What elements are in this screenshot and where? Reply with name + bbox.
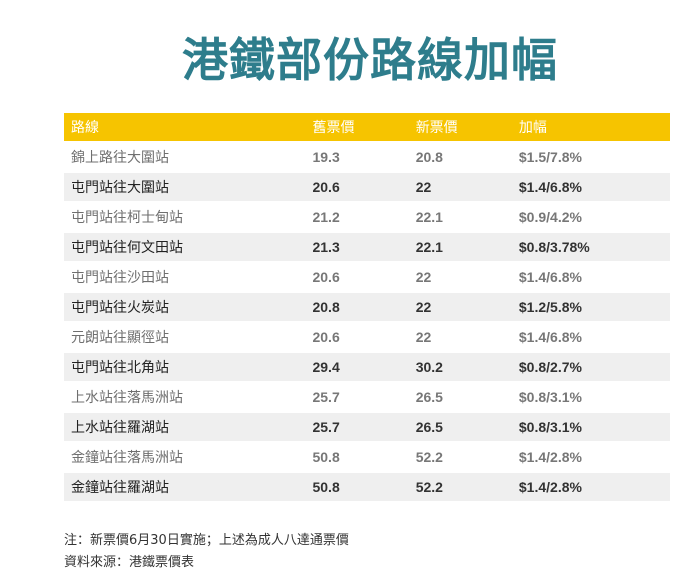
header-increase: 加幅 [511, 113, 670, 141]
route-cell: 屯門站往柯士甸站 [64, 203, 306, 231]
table-row: 上水站往落馬洲站 25.7 26.5 $0.8/3.1% [64, 383, 670, 411]
new-fare-cell: 26.5 [408, 413, 512, 441]
new-fare-cell: 22 [408, 173, 512, 201]
increase-cell: $0.8/3.1% [511, 383, 670, 411]
route-cell: 上水站往羅湖站 [64, 413, 306, 441]
table-row: 屯門站往何文田站 21.3 22.1 $0.8/3.78% [64, 233, 670, 261]
footnote-source: 資料來源：港鐵票價表 [64, 555, 195, 570]
table-row: 金鐘站往羅湖站 50.8 52.2 $1.4/2.8% [64, 473, 670, 501]
route-cell: 屯門站往何文田站 [64, 233, 306, 261]
route-cell: 金鐘站往羅湖站 [64, 473, 306, 501]
increase-cell: $1.4/6.8% [511, 173, 670, 201]
new-fare-cell: 22.1 [408, 233, 512, 261]
new-fare-cell: 22 [408, 263, 512, 291]
route-cell: 上水站往落馬洲站 [64, 383, 306, 411]
old-fare-cell: 25.7 [305, 413, 409, 441]
route-cell: 屯門站往大圍站 [64, 173, 306, 201]
old-fare-cell: 20.6 [305, 323, 409, 351]
page-title: 港鐵部份路線加幅 [182, 33, 558, 87]
new-fare-cell: 20.8 [408, 143, 512, 171]
route-cell: 屯門站往沙田站 [64, 263, 306, 291]
table-row: 元朗站往顯徑站 20.6 22 $1.4/6.8% [64, 323, 670, 351]
increase-cell: $1.4/2.8% [511, 473, 670, 501]
table-row: 金鐘站往落馬洲站 50.8 52.2 $1.4/2.8% [64, 443, 670, 471]
footnote-implementation: 注：新票價6月30日實施；上述為成人八達通票價 [64, 533, 349, 548]
new-fare-cell: 22 [408, 293, 512, 321]
old-fare-cell: 25.7 [305, 383, 409, 411]
route-cell: 金鐘站往落馬洲站 [64, 443, 306, 471]
increase-cell: $0.8/3.1% [511, 413, 670, 441]
table-row: 屯門站往大圍站 20.6 22 $1.4/6.8% [64, 173, 670, 201]
old-fare-cell: 21.2 [305, 203, 409, 231]
route-cell: 錦上路往大圍站 [64, 143, 306, 171]
table-row: 屯門站往沙田站 20.6 22 $1.4/6.8% [64, 263, 670, 291]
new-fare-cell: 52.2 [408, 473, 512, 501]
old-fare-cell: 19.3 [305, 143, 409, 171]
increase-cell: $0.9/4.2% [511, 203, 670, 231]
table-row: 錦上路往大圍站 19.3 20.8 $1.5/7.8% [64, 143, 670, 171]
old-fare-cell: 20.6 [305, 173, 409, 201]
route-cell: 屯門站往北角站 [64, 353, 306, 381]
increase-cell: $1.2/5.8% [511, 293, 670, 321]
header-old-fare: 舊票價 [305, 113, 409, 141]
table-header-row: 路線 舊票價 新票價 加幅 [64, 113, 670, 141]
old-fare-cell: 50.8 [305, 473, 409, 501]
table-row: 屯門站往北角站 29.4 30.2 $0.8/2.7% [64, 353, 670, 381]
new-fare-cell: 22 [408, 323, 512, 351]
old-fare-cell: 50.8 [305, 443, 409, 471]
header-new-fare: 新票價 [408, 113, 512, 141]
increase-cell: $1.4/6.8% [511, 263, 670, 291]
table-row: 上水站往羅湖站 25.7 26.5 $0.8/3.1% [64, 413, 670, 441]
new-fare-cell: 52.2 [408, 443, 512, 471]
fare-table: 路線 舊票價 新票價 加幅 錦上路往大圍站 19.3 20.8 $1.5/7.8… [64, 111, 670, 503]
new-fare-cell: 22.1 [408, 203, 512, 231]
increase-cell: $0.8/2.7% [511, 353, 670, 381]
header-route: 路線 [64, 113, 306, 141]
route-cell: 屯門站往火炭站 [64, 293, 306, 321]
old-fare-cell: 20.6 [305, 263, 409, 291]
table-row: 屯門站往柯士甸站 21.2 22.1 $0.9/4.2% [64, 203, 670, 231]
new-fare-cell: 26.5 [408, 383, 512, 411]
increase-cell: $1.4/6.8% [511, 323, 670, 351]
increase-cell: $1.4/2.8% [511, 443, 670, 471]
table-row: 屯門站往火炭站 20.8 22 $1.2/5.8% [64, 293, 670, 321]
increase-cell: $1.5/7.8% [511, 143, 670, 171]
old-fare-cell: 21.3 [305, 233, 409, 261]
footnotes: 注：新票價6月30日實施；上述為成人八達通票價 資料來源：港鐵票價表 [64, 530, 349, 574]
old-fare-cell: 20.8 [305, 293, 409, 321]
old-fare-cell: 29.4 [305, 353, 409, 381]
new-fare-cell: 30.2 [408, 353, 512, 381]
increase-cell: $0.8/3.78% [511, 233, 670, 261]
route-cell: 元朗站往顯徑站 [64, 323, 306, 351]
